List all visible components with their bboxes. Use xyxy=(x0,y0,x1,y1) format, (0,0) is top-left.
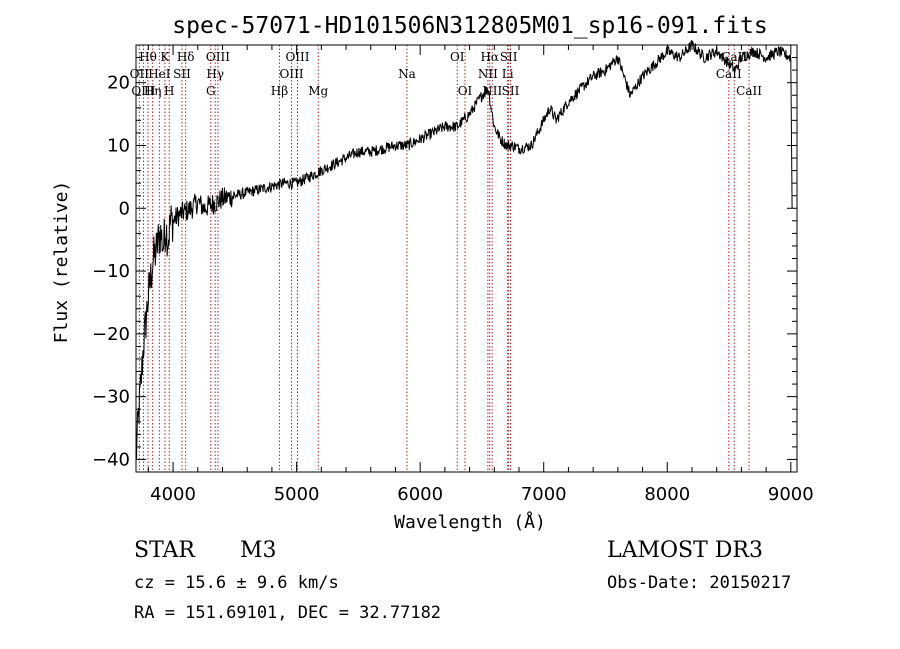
line-label-18: OI xyxy=(458,84,473,98)
y-tick-label--40: −40 xyxy=(92,449,130,470)
line-label-11: G xyxy=(206,84,216,98)
line-label-3: K xyxy=(160,50,170,64)
line-label-19: Hα xyxy=(480,50,499,64)
line-label-13: OIII xyxy=(280,67,304,81)
line-label-16: Na xyxy=(398,67,416,81)
line-label-12: OIII xyxy=(285,50,309,64)
x-tick-label-7000: 7000 xyxy=(521,484,567,505)
line-label-15: Mg xyxy=(308,84,328,98)
line-label-27: CaII xyxy=(736,84,762,98)
line-label-22: Li xyxy=(502,67,514,81)
line-label-8: H xyxy=(164,84,174,98)
x-tick-label-8000: 8000 xyxy=(644,484,690,505)
y-tick-label-10: 10 xyxy=(107,135,130,156)
observation-date: Obs-Date: 20150217 xyxy=(607,573,792,593)
line-label-17: OI xyxy=(450,50,465,64)
y-tick-label--20: −20 xyxy=(92,324,130,345)
line-label-14: Hβ xyxy=(271,84,288,98)
y-tick-label-0: 0 xyxy=(119,198,130,219)
object-class: STAR xyxy=(134,538,195,563)
y-axis-ticks: −40 −30 −20 −10 0 10 20 xyxy=(92,57,797,470)
line-label-5: Hη xyxy=(144,84,162,98)
y-tick-label--30: −30 xyxy=(92,387,130,408)
x-tick-label-5000: 5000 xyxy=(274,484,320,505)
line-label-21: NII xyxy=(478,67,498,81)
y-axis-label: Flux (relative) xyxy=(51,181,72,344)
spectral-line-markers xyxy=(138,45,750,472)
x-axis-label: Wavelength (Å) xyxy=(394,511,546,533)
line-label-6: Hδ xyxy=(177,50,195,64)
x-axis-ticks: 4000 5000 6000 7000 8000 9000 xyxy=(147,45,814,505)
object-subclass: M3 xyxy=(240,538,277,563)
redshift-cz: cz = 15.6 ± 9.6 km/s xyxy=(134,573,339,593)
x-tick-label-6000: 6000 xyxy=(397,484,443,505)
spectrum-line xyxy=(135,39,793,460)
line-label-24: SII xyxy=(502,84,520,98)
spectral-line-labels: Hθ OII OIII K HeI Hη Hδ SII H OIII Hγ G OIII OIII Hβ Mg… xyxy=(130,50,763,98)
x-tick-label-4000: 4000 xyxy=(150,484,196,505)
line-label-10: Hγ xyxy=(206,67,224,81)
plot-frame xyxy=(135,44,798,473)
line-label-20: SII xyxy=(500,50,518,64)
line-label-7: SII xyxy=(173,67,191,81)
line-label-26: CaII xyxy=(716,67,742,81)
line-label-2: OIII xyxy=(131,84,155,98)
y-tick-label-20: 20 xyxy=(107,73,130,94)
chart-title: spec-57071-HD101506N312805M01_sp16-091.f… xyxy=(172,13,767,39)
survey-name: LAMOST DR3 xyxy=(607,538,763,563)
spectrum-trace xyxy=(135,39,793,460)
line-label-4: HeI xyxy=(148,67,171,81)
line-label-0: Hθ xyxy=(139,50,157,64)
ra-dec-coordinates: RA = 151.69101, DEC = 32.77182 xyxy=(134,603,442,623)
x-tick-label-9000: 9000 xyxy=(768,484,814,505)
line-label-1: OII xyxy=(130,67,150,81)
line-label-9: OIII xyxy=(206,50,230,64)
y-tick-label--10: −10 xyxy=(92,261,130,282)
